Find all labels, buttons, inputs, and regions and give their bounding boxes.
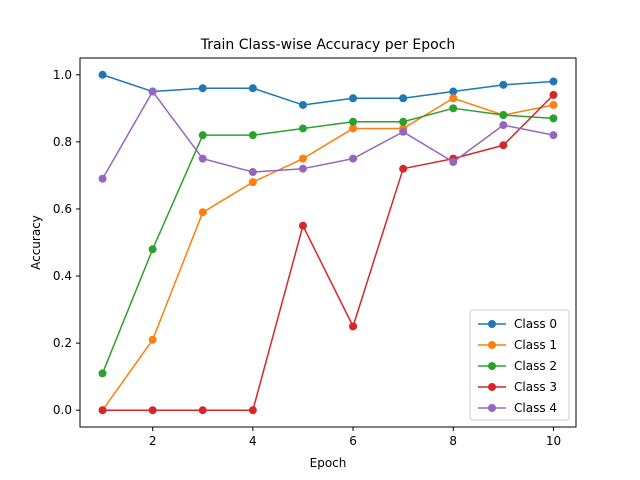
series-line [102, 94, 554, 411]
legend-item: Class 3 [478, 380, 557, 394]
data-point [148, 335, 157, 344]
chart-title: Train Class-wise Accuracy per Epoch [200, 37, 456, 53]
legend-label: Class 3 [514, 380, 557, 394]
legend-marker [488, 362, 496, 370]
data-point [98, 406, 107, 415]
data-point [198, 208, 207, 217]
data-point [98, 70, 107, 79]
plot-area [98, 70, 558, 415]
x-tick-label: 8 [449, 434, 457, 448]
data-point [499, 111, 508, 120]
y-tick-label: 0.4 [53, 269, 72, 283]
data-point [98, 174, 107, 183]
data-point [349, 94, 358, 103]
data-point [198, 406, 207, 415]
x-tick-label: 10 [546, 434, 561, 448]
data-point [198, 84, 207, 93]
y-tick-label: 1.0 [53, 68, 72, 82]
series-line [101, 90, 554, 180]
data-point [349, 154, 358, 163]
legend: Class 0 Class 1 Class 2 Class 3 Class 4 [469, 309, 570, 421]
series-line [102, 74, 554, 106]
series-line [101, 97, 554, 411]
y-tick-label: 0.2 [53, 336, 72, 350]
data-point [499, 80, 508, 89]
legend-marker [488, 404, 496, 412]
data-point [198, 131, 207, 140]
data-point [399, 94, 408, 103]
data-point [298, 100, 307, 109]
data-point [349, 124, 358, 133]
data-point [399, 127, 408, 136]
data-point [449, 87, 458, 96]
data-point [449, 94, 458, 103]
legend-item: Class 2 [478, 359, 557, 373]
y-tick-label: 0.8 [53, 135, 72, 149]
data-point [298, 221, 307, 230]
legend-label: Class 4 [514, 401, 557, 415]
legend-label: Class 0 [514, 317, 557, 331]
data-point [98, 369, 107, 378]
legend-marker [488, 341, 496, 349]
legend-marker [488, 383, 496, 391]
data-point [399, 164, 408, 173]
data-point [248, 178, 257, 187]
data-point [449, 104, 458, 113]
data-point [399, 117, 408, 126]
data-point [349, 117, 358, 126]
series-class-4 [98, 87, 558, 183]
data-point [549, 100, 558, 109]
legend-item: Class 0 [478, 317, 557, 331]
data-point [549, 77, 558, 86]
y-tick-label: 0.0 [53, 403, 72, 417]
data-point [549, 131, 558, 140]
y-axis-label: Accuracy [29, 215, 43, 270]
data-point [298, 124, 307, 133]
series-class-3 [98, 90, 558, 415]
x-axis-ticks: 2 4 6 8 10 [149, 427, 561, 448]
data-point [148, 245, 157, 254]
x-tick-label: 2 [149, 434, 157, 448]
x-axis-label: Epoch [310, 456, 347, 470]
series-class-0 [98, 70, 558, 109]
data-point [298, 154, 307, 163]
legend-item: Class 1 [478, 338, 557, 352]
data-point [148, 87, 157, 96]
data-point [499, 121, 508, 130]
data-point [248, 131, 257, 140]
y-tick-label: 0.6 [53, 202, 72, 216]
data-point [248, 168, 257, 177]
data-point [148, 406, 157, 415]
x-tick-label: 6 [349, 434, 357, 448]
legend-marker [488, 320, 496, 328]
series-class-2 [98, 104, 558, 378]
data-point [248, 406, 257, 415]
legend-box [469, 309, 570, 421]
legend-label: Class 1 [514, 338, 557, 352]
series-line [101, 107, 554, 374]
data-point [449, 157, 458, 166]
x-tick-label: 4 [249, 434, 257, 448]
data-point [198, 154, 207, 163]
y-axis-ticks: 0.0 0.2 0.4 0.6 0.8 1.0 [53, 68, 80, 417]
data-point [298, 164, 307, 173]
data-point [549, 90, 558, 99]
data-point [549, 114, 558, 123]
legend-label: Class 2 [514, 359, 557, 373]
data-point [349, 322, 358, 331]
axes-frame [79, 57, 577, 428]
data-point [499, 141, 508, 150]
data-point [248, 84, 257, 93]
legend-item: Class 4 [478, 401, 557, 415]
